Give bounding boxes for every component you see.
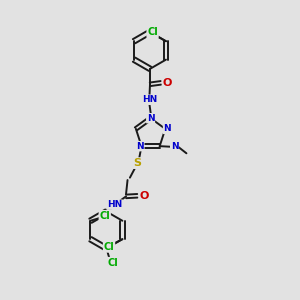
Text: N: N [147,114,154,123]
Text: N: N [136,142,144,151]
Text: S: S [133,158,141,168]
Text: HN: HN [107,200,122,209]
Text: Cl: Cl [107,258,118,268]
Text: N: N [171,142,178,151]
Text: N: N [164,124,171,134]
Text: O: O [163,78,172,88]
Text: HN: HN [142,95,157,104]
Text: Cl: Cl [99,211,110,221]
Text: Cl: Cl [147,27,158,37]
Text: Cl: Cl [103,242,114,252]
Text: O: O [140,191,149,201]
